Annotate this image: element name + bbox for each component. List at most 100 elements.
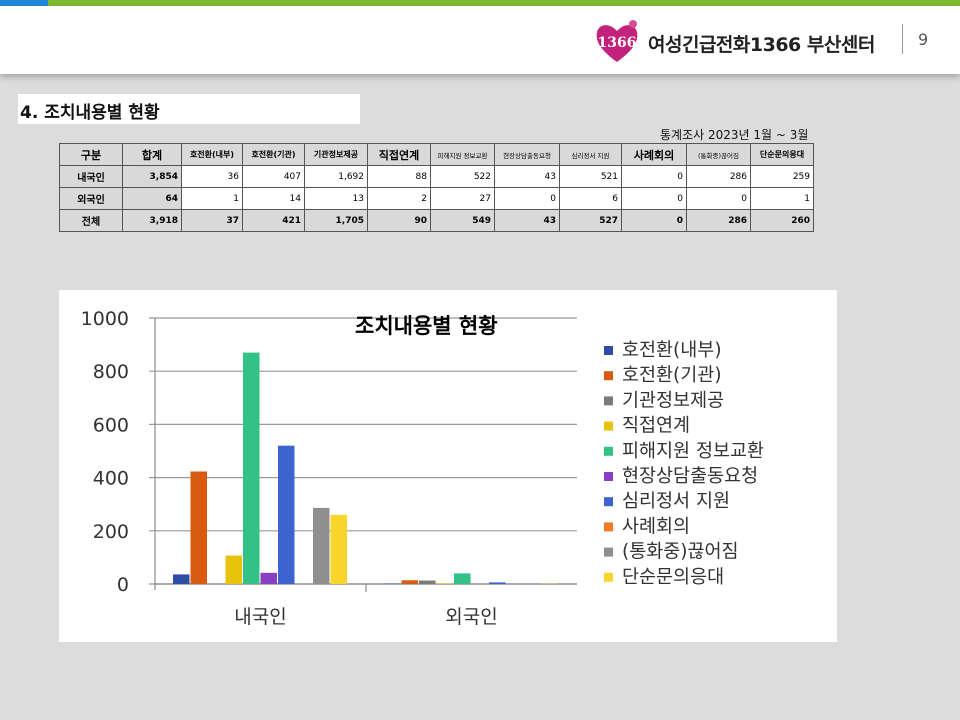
table-cell: 521 xyxy=(559,165,622,188)
table-cell: 0 xyxy=(494,187,560,210)
legend-label: 직접연계 xyxy=(622,416,690,437)
table-cell: 1 xyxy=(750,187,814,210)
table-cell: 6 xyxy=(559,187,622,210)
table-header-row: 구분 합계 호전환(내부) 호전환(기관) 기관정보제공 직접연계 피해지원 정… xyxy=(59,143,814,166)
table-cell: 259 xyxy=(750,165,814,188)
table-cell: 421 xyxy=(242,209,305,232)
y-tick-label: 600 xyxy=(93,414,129,436)
y-tick-label: 400 xyxy=(93,468,129,490)
table-cell: 43 xyxy=(494,209,560,232)
table-cell: 36 xyxy=(181,165,243,188)
legend-label: 현장상담출동요청 xyxy=(622,466,758,487)
center-logo: 1366 xyxy=(596,20,638,62)
table-header-cell: 호전환(기관) xyxy=(242,143,305,166)
table-header-cell: 기관정보제공 xyxy=(304,143,368,166)
table-cell: 286 xyxy=(686,165,751,188)
legend-label: (통화중)끊어짐 xyxy=(622,542,739,563)
legend-swatch xyxy=(604,522,613,532)
table-header-cell: 합계 xyxy=(122,143,182,166)
y-tick-label: 0 xyxy=(117,574,129,596)
legend-label: 피해지원 정보교환 xyxy=(622,441,764,462)
logo-text: 1366 xyxy=(598,35,637,51)
table-cell: 3,854 xyxy=(122,165,182,188)
table-header-cell: 호전환(내부) xyxy=(181,143,243,166)
table-cell: 527 xyxy=(559,209,622,232)
section-title: 4. 조치내용별 현황 xyxy=(18,94,360,124)
table-header-cell: 직접연계 xyxy=(367,143,431,166)
y-tick-label: 800 xyxy=(93,361,129,383)
table-cell: 43 xyxy=(494,165,560,188)
legend-label: 호전환(내부) xyxy=(622,340,722,361)
table-header-cell: (통화중)끊어짐 xyxy=(686,143,751,166)
legend-swatch xyxy=(604,446,613,456)
legend-swatch xyxy=(604,421,613,431)
legend-swatch xyxy=(604,572,613,582)
row-label: 내국인 xyxy=(59,165,123,188)
table-header-cell: 단순문의응대 xyxy=(750,143,814,166)
table-cell: 13 xyxy=(304,187,368,210)
period-note: 통계조사 2023년 1월 ~ 3월 xyxy=(660,128,809,142)
legend-swatch xyxy=(604,396,613,406)
org-name: 여성긴급전화1366 부산센터 xyxy=(648,34,875,56)
bar xyxy=(243,352,260,584)
bar xyxy=(419,580,436,584)
table-header-cell: 사례회의 xyxy=(621,143,687,166)
table-cell: 2 xyxy=(367,187,431,210)
legend-label: 심리정서 지원 xyxy=(622,491,730,512)
legend-label: 기관정보제공 xyxy=(622,390,724,411)
table-cell: 64 xyxy=(122,187,182,210)
table-cell: 0 xyxy=(621,187,687,210)
bar xyxy=(278,445,295,584)
table-cell: 260 xyxy=(750,209,814,232)
x-tick-label: 내국인 xyxy=(234,606,286,628)
bar xyxy=(330,514,347,584)
table-cell: 27 xyxy=(430,187,495,210)
legend-label: 단순문의응대 xyxy=(622,567,724,588)
stats-table: 구분 합계 호전환(내부) 호전환(기관) 기관정보제공 직접연계 피해지원 정… xyxy=(59,143,814,232)
top-accent-bar-blue xyxy=(0,0,48,6)
row-label: 외국인 xyxy=(59,187,123,210)
table-cell: 0 xyxy=(621,165,687,188)
y-tick-label: 1000 xyxy=(81,308,129,330)
y-tick-label: 200 xyxy=(93,521,129,543)
x-tick-label: 외국인 xyxy=(445,606,497,628)
table-cell: 1,692 xyxy=(304,165,368,188)
table-cell: 1 xyxy=(181,187,243,210)
bar xyxy=(436,583,453,584)
chart-title: 조치내용별 현황 xyxy=(355,314,498,338)
legend-swatch xyxy=(604,472,613,481)
bar xyxy=(489,582,506,584)
table-cell: 286 xyxy=(686,209,751,232)
table-cell: 14 xyxy=(242,187,305,210)
table-cell: 0 xyxy=(686,187,751,210)
table-header-cell: 현장상담출동요청 xyxy=(494,143,560,166)
legend-label: 호전환(기관) xyxy=(622,365,722,386)
table-row: 내국인 3,854 36 407 1,692 88 522 43 521 0 2… xyxy=(59,165,814,188)
table-header-cell: 심리정서 지원 xyxy=(559,143,622,166)
bar xyxy=(454,573,471,584)
table-row: 외국인 64 1 14 13 2 27 0 6 0 0 1 xyxy=(59,187,814,210)
top-accent-bar-green xyxy=(48,0,960,6)
table-total-row: 전체 3,918 37 421 1,705 90 549 43 527 0 28… xyxy=(59,209,814,232)
row-label: 전체 xyxy=(59,209,123,232)
table-cell: 522 xyxy=(430,165,495,188)
table-header-cell: 구분 xyxy=(59,143,123,166)
table-cell: 407 xyxy=(242,165,305,188)
legend-swatch xyxy=(604,346,613,355)
table-cell: 0 xyxy=(621,209,687,232)
bar xyxy=(225,555,242,584)
page-number: 9 xyxy=(918,30,929,49)
bar xyxy=(401,580,418,584)
bar-chart: 0 200 400 600 800 1000 내국인 외국인 호전환(내부) 호전환(기관) 기관정… xyxy=(81,308,764,628)
legend-swatch xyxy=(604,547,613,557)
legend-swatch xyxy=(604,371,613,381)
chart-panel: 0 200 400 600 800 1000 내국인 외국인 호전환(내부) 호전환(기관) 기관정… xyxy=(59,290,837,642)
legend-swatch xyxy=(604,497,613,507)
table-cell: 37 xyxy=(181,209,243,232)
bar xyxy=(260,572,277,584)
legend-label: 사례회의 xyxy=(622,516,690,537)
table-cell: 1,705 xyxy=(304,209,368,232)
table-header-cell: 피해지원 정보교환 xyxy=(430,143,495,166)
table-cell: 3,918 xyxy=(122,209,182,232)
page-header: 1366 여성긴급전화1366 부산센터 9 xyxy=(0,6,960,74)
